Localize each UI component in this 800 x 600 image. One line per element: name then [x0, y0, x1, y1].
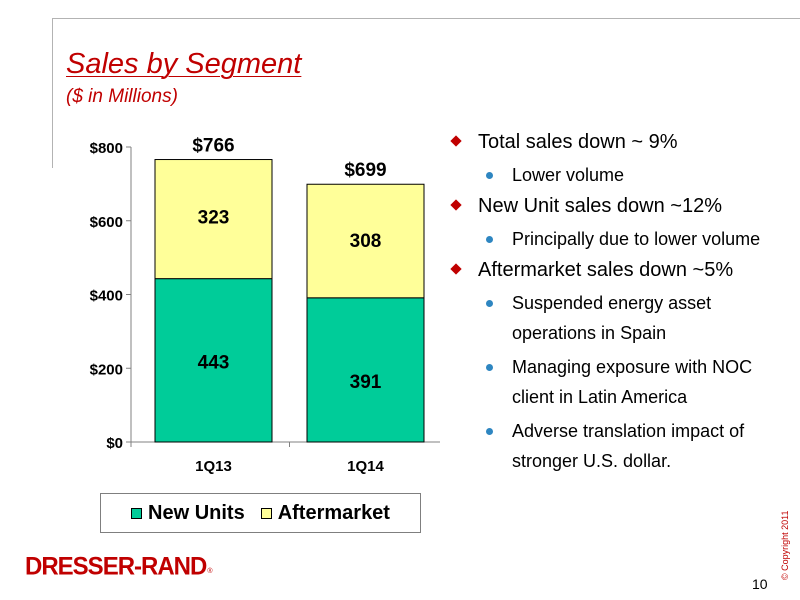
bar-1Q14-aftermarket: [306, 183, 425, 299]
data-label: 323: [198, 208, 230, 229]
bullet-text: New Unit sales down ~12%: [478, 195, 723, 217]
total-label: $766: [192, 136, 234, 157]
diamond-bullet-icon: [450, 263, 462, 275]
bullet-text: Total sales down ~ 9%: [478, 131, 678, 153]
left-rule: [52, 18, 53, 168]
logo-wordmark: DRESSER-RAND: [25, 552, 207, 581]
sales-bar-chart: $0 $200 $400 $600 $800 443 323 $766 1Q13 391 308 $6…: [90, 136, 440, 475]
data-label: 308: [350, 231, 382, 252]
dresser-rand-logo: DRESSER-RAND ®: [25, 552, 213, 581]
chart-legend: New Units Aftermarket: [100, 493, 421, 533]
y-tick-label: $600: [90, 214, 123, 231]
slide-title: Sales by Segment: [66, 48, 302, 80]
sub-bullet-text: Lower volume: [512, 165, 625, 185]
legend-swatch-aftermarket: [260, 507, 272, 519]
copyright-note: © Copyright 2011: [780, 510, 790, 580]
bullet-new-unit-sales: New Unit sales down ~12%: [450, 194, 770, 218]
sub-bullet-text: Adverse translation impact of stronger U…: [512, 421, 745, 471]
bullet-total-sales: Total sales down ~ 9%: [450, 130, 770, 154]
diamond-bullet-icon: [450, 135, 462, 147]
legend-item-new-units: New Units: [131, 502, 245, 525]
y-tick-label: $800: [90, 140, 123, 157]
bar-1Q13-aftermarket: [154, 159, 273, 280]
y-tick-label: $400: [90, 288, 123, 305]
legend-label-new-units: New Units: [148, 501, 245, 524]
sub-bullet-text: Principally due to lower volume: [512, 229, 761, 249]
sub-bullet-spain: Suspended energy asset operations in Spa…: [450, 288, 770, 348]
top-rule: [52, 18, 800, 19]
dot-bullet-icon: [486, 172, 493, 179]
sub-bullet-lower-volume: Lower volume: [450, 160, 770, 190]
slide-subtitle: ($ in Millions): [66, 86, 178, 107]
y-tick-label: $200: [90, 361, 123, 378]
total-label: $699: [344, 160, 386, 181]
bar-1Q14-new-units: [306, 297, 425, 443]
dot-bullet-icon: [486, 428, 493, 435]
bullet-aftermarket-sales: Aftermarket sales down ~5%: [450, 258, 770, 282]
dot-bullet-icon: [486, 300, 493, 307]
sub-bullet-principally: Principally due to lower volume: [450, 224, 770, 254]
y-tick-label: $0: [106, 435, 123, 452]
x-tick-label: 1Q13: [195, 458, 232, 475]
x-tick-label: 1Q14: [347, 458, 384, 475]
legend-swatch-new-units: [131, 507, 143, 519]
logo-registered-mark: ®: [207, 568, 213, 575]
bullet-list: Total sales down ~ 9% Lower volume New U…: [450, 130, 770, 480]
sub-bullet-text: Managing exposure with NOC client in Lat…: [512, 357, 753, 407]
data-label: 443: [198, 353, 230, 374]
dot-bullet-icon: [486, 236, 493, 243]
legend-item-aftermarket: Aftermarket: [260, 501, 390, 525]
sub-bullet-noc: Managing exposure with NOC client in Lat…: [450, 352, 770, 412]
data-label: 391: [350, 372, 382, 393]
sub-bullet-text: Suspended energy asset operations in Spa…: [512, 293, 712, 343]
dot-bullet-icon: [486, 364, 493, 371]
bar-1Q13-new-units: [154, 278, 273, 443]
page-number: 10: [752, 576, 768, 592]
legend-label-aftermarket: Aftermarket: [277, 501, 390, 524]
diamond-bullet-icon: [450, 199, 462, 211]
bullet-text: Aftermarket sales down ~5%: [478, 259, 734, 281]
sub-bullet-translation: Adverse translation impact of stronger U…: [450, 416, 770, 476]
